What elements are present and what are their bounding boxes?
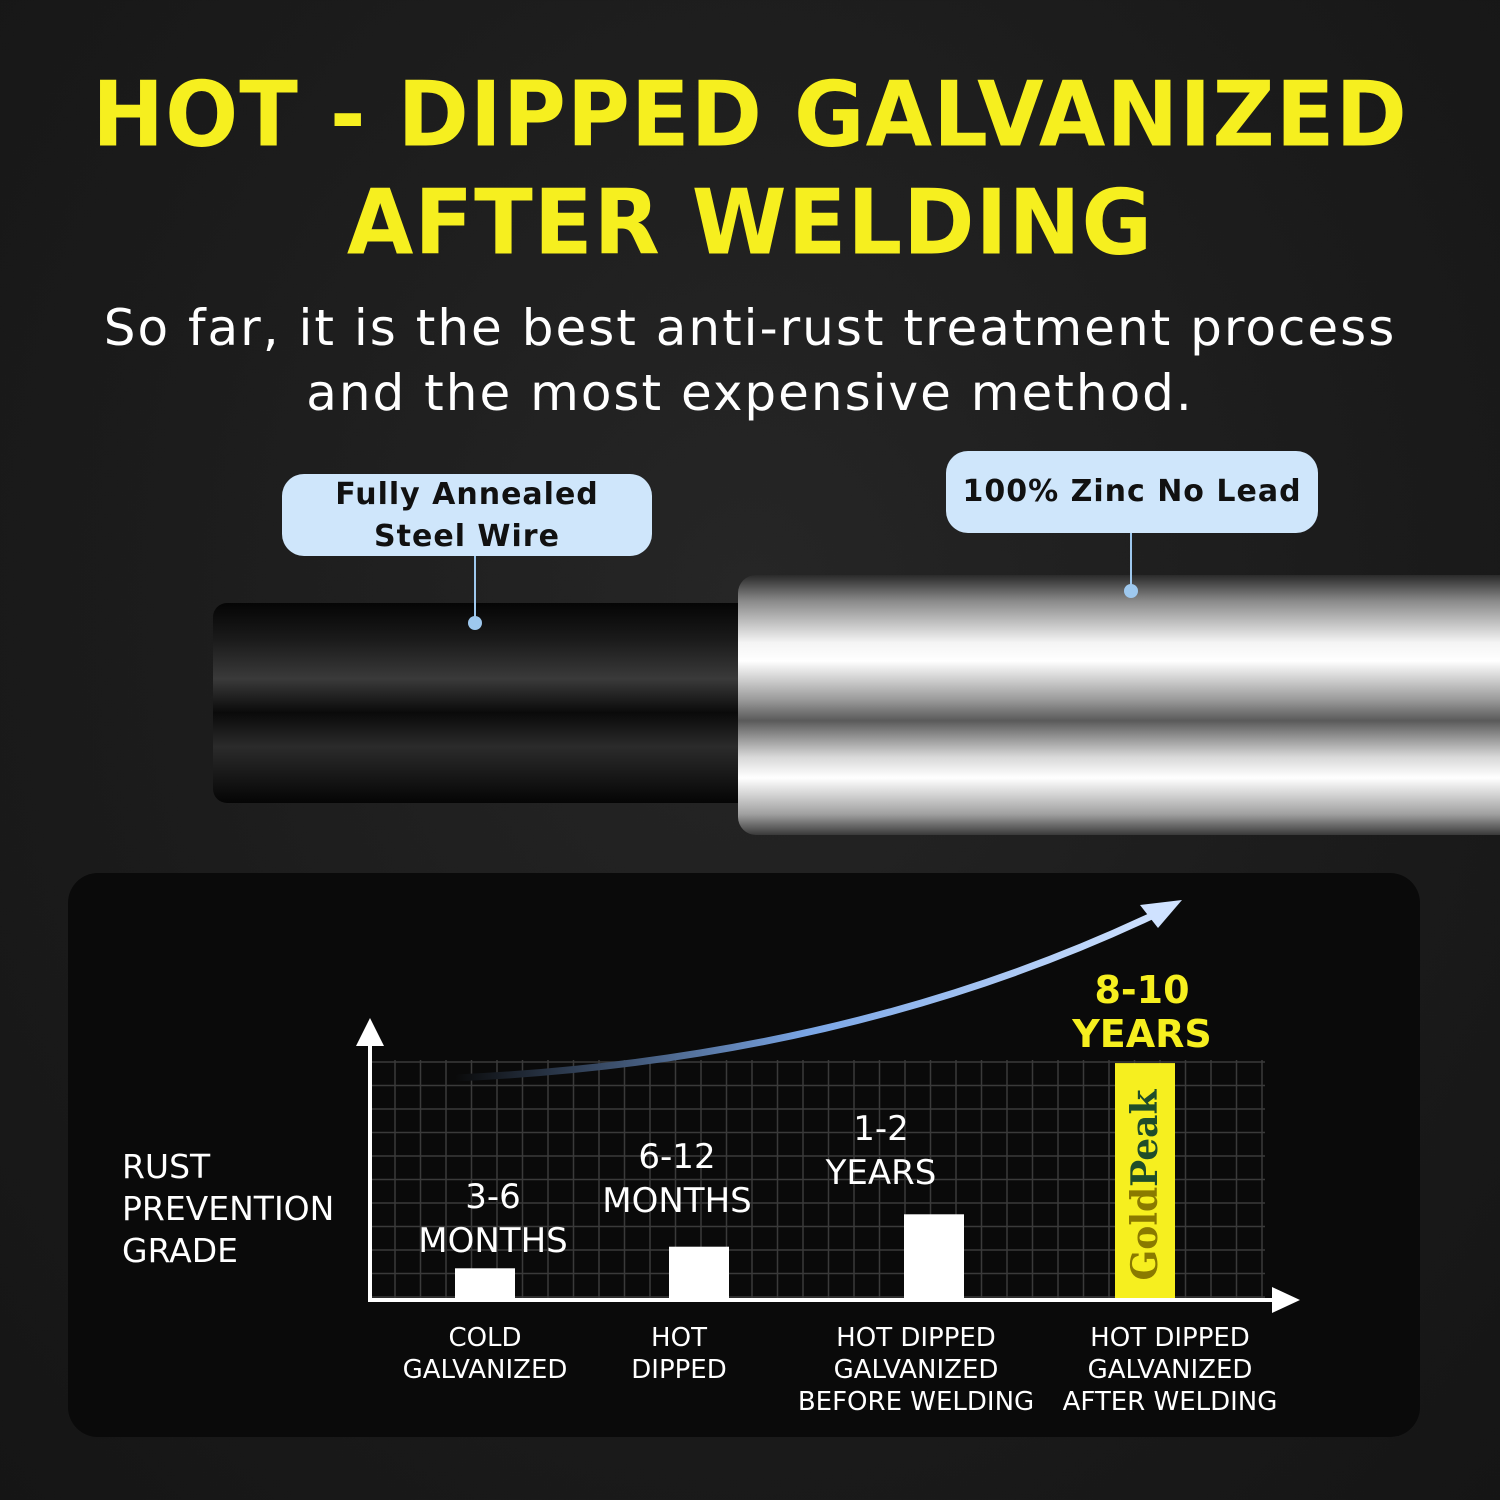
callout-dot-zinc (1124, 584, 1138, 598)
y-label-line2: PREVENTION (122, 1189, 334, 1228)
y-label-line3: GRADE (122, 1231, 238, 1270)
bar-3 (904, 1214, 964, 1298)
subtitle-line-2: and the most expensive method. (306, 364, 1194, 422)
title-line-1: HOT - DIPPED GALVANIZED (92, 62, 1408, 168)
category-label: BEFORE WELDING (798, 1387, 1034, 1417)
callout-steel-wire-line2: Steel Wire (374, 519, 560, 554)
trend-arrow-head (1140, 900, 1182, 928)
title-line-2: AFTER WELDING (346, 170, 1154, 276)
bar-2 (669, 1246, 729, 1298)
bar-value-label: MONTHS (602, 1181, 751, 1221)
trend-arrow (454, 908, 1162, 1082)
bar-value-label: 6-12 (638, 1137, 715, 1177)
callout-leader-core (474, 556, 476, 622)
bar-4 (1115, 1063, 1175, 1298)
category-label: DIPPED (631, 1355, 727, 1385)
callout-zinc: 100% Zinc No Lead (946, 451, 1318, 533)
callout-steel-wire: Fully Annealed Steel Wire (282, 474, 652, 556)
callout-dot-core (468, 616, 482, 630)
category-label: HOT DIPPED (1090, 1323, 1250, 1353)
category-label: COLD (448, 1323, 521, 1353)
y-axis-arrow-icon (356, 1018, 384, 1046)
callout-leader-zinc (1130, 533, 1132, 589)
bar-value-label: 3-6 (465, 1177, 521, 1217)
x-axis-arrow-icon (1272, 1287, 1300, 1313)
chart-panel (68, 873, 1420, 1437)
category-label: GALVANIZED (834, 1355, 999, 1385)
callout-steel-wire-line1: Fully Annealed (335, 477, 599, 512)
category-label: GALVANIZED (403, 1355, 568, 1385)
category-label: AFTER WELDING (1063, 1387, 1278, 1417)
steel-wire-core (213, 603, 773, 803)
zinc-coating (738, 575, 1500, 835)
subtitle-line-1: So far, it is the best anti-rust treatme… (103, 299, 1397, 357)
bar-1 (455, 1268, 515, 1298)
category-label: GALVANIZED (1088, 1355, 1253, 1385)
category-label: HOT DIPPED (836, 1323, 996, 1353)
bar-value-label: 8-10 (1094, 968, 1189, 1012)
category-label: HOT (651, 1323, 707, 1353)
goldpeak-logo: GoldPeak (1124, 1089, 1166, 1281)
bar-value-label: YEARS (1071, 1012, 1212, 1056)
bar-value-label: MONTHS (418, 1221, 567, 1261)
y-label-line1: RUST (122, 1147, 211, 1186)
bar-value-label: YEARS (825, 1153, 937, 1193)
bar-value-label: 1-2 (853, 1109, 909, 1149)
